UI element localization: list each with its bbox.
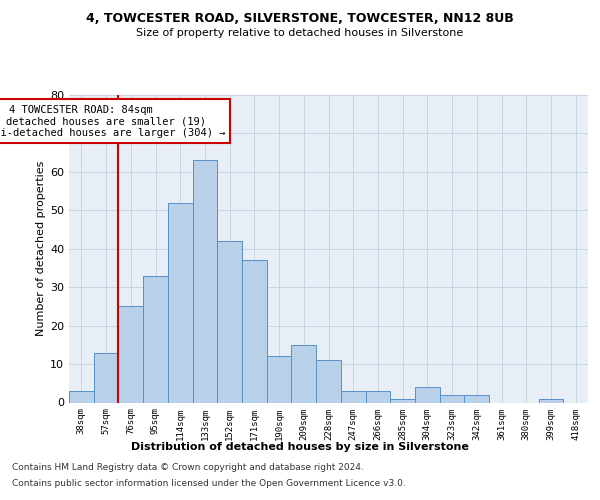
Bar — [193, 160, 217, 402]
Text: Distribution of detached houses by size in Silverstone: Distribution of detached houses by size … — [131, 442, 469, 452]
Bar — [316, 360, 341, 403]
Bar — [464, 395, 489, 402]
Bar — [242, 260, 267, 402]
Y-axis label: Number of detached properties: Number of detached properties — [36, 161, 46, 336]
Bar — [168, 202, 193, 402]
Bar — [94, 352, 118, 403]
Bar — [143, 276, 168, 402]
Bar — [415, 387, 440, 402]
Bar — [341, 391, 365, 402]
Bar — [440, 395, 464, 402]
Bar — [292, 345, 316, 403]
Text: 4 TOWCESTER ROAD: 84sqm
← 6% of detached houses are smaller (19)
94% of semi-det: 4 TOWCESTER ROAD: 84sqm ← 6% of detached… — [0, 104, 225, 138]
Text: Size of property relative to detached houses in Silverstone: Size of property relative to detached ho… — [136, 28, 464, 38]
Bar — [539, 398, 563, 402]
Text: Contains public sector information licensed under the Open Government Licence v3: Contains public sector information licen… — [12, 478, 406, 488]
Bar — [217, 241, 242, 402]
Bar — [390, 398, 415, 402]
Text: 4, TOWCESTER ROAD, SILVERSTONE, TOWCESTER, NN12 8UB: 4, TOWCESTER ROAD, SILVERSTONE, TOWCESTE… — [86, 12, 514, 26]
Bar — [365, 391, 390, 402]
Text: Contains HM Land Registry data © Crown copyright and database right 2024.: Contains HM Land Registry data © Crown c… — [12, 464, 364, 472]
Bar — [118, 306, 143, 402]
Bar — [267, 356, 292, 403]
Bar — [69, 391, 94, 402]
